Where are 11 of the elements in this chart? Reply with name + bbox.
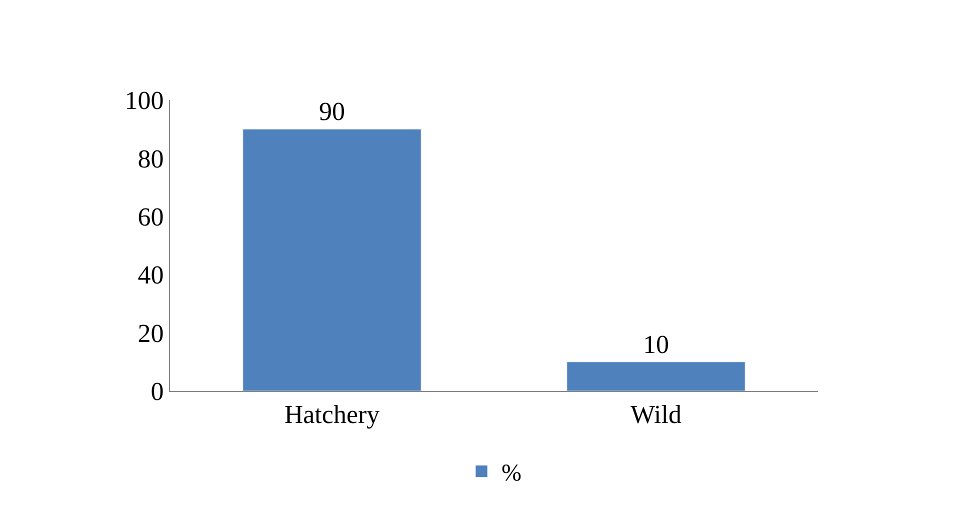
y-tick-label: 0 bbox=[150, 377, 164, 406]
y-tick-label: 80 bbox=[138, 144, 164, 174]
data-label: 90 bbox=[319, 97, 345, 126]
y-tick-label: 60 bbox=[138, 202, 164, 232]
y-tick-label: 20 bbox=[138, 318, 164, 348]
x-tick-label: Hatchery bbox=[284, 400, 380, 430]
y-tick-label: 40 bbox=[138, 260, 164, 290]
y-tick-label: 100 bbox=[124, 86, 164, 116]
data-label: 10 bbox=[643, 330, 669, 359]
x-tick-label: Wild bbox=[630, 400, 682, 430]
legend-label: % bbox=[502, 460, 522, 487]
